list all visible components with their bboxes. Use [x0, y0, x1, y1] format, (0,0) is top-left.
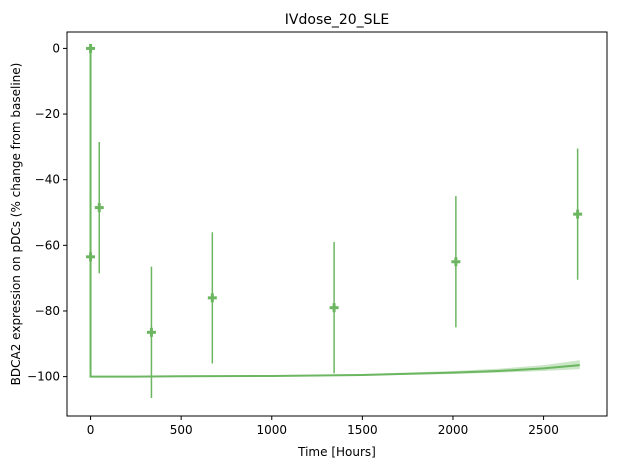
model-confidence-band [90, 48, 580, 377]
observed-point [86, 43, 96, 53]
y-tick-label: −40 [35, 173, 60, 187]
plot-area [86, 43, 583, 398]
observed-point [94, 141, 104, 274]
x-tick-label: 500 [170, 423, 193, 437]
y-tick-label: 0 [52, 41, 60, 55]
x-tick-label: 2500 [528, 423, 559, 437]
observed-point [451, 196, 461, 328]
observed-point [207, 232, 217, 364]
y-tick-label: −80 [35, 304, 60, 318]
observed-point [573, 148, 583, 280]
x-axis-label: Time [Hours] [297, 445, 376, 459]
observed-point [146, 266, 156, 398]
y-axis: 0 −20 −40 −60 −80 −100 [27, 41, 67, 384]
x-tick-label: 0 [87, 423, 95, 437]
plot-frame [66, 31, 608, 417]
y-tick-label: −20 [35, 107, 60, 121]
y-tick-label: −60 [35, 238, 60, 252]
observed-point [329, 242, 339, 374]
x-axis: 0 500 1000 1500 2000 2500 [87, 416, 559, 437]
x-tick-label: 1500 [347, 423, 378, 437]
x-tick-label: 2000 [438, 423, 469, 437]
x-tick-label: 1000 [256, 423, 287, 437]
model-line [89, 48, 580, 378]
y-axis-label: BDCA2 expression on pDCs (% change from … [9, 63, 23, 386]
chart-title: IVdose_20_SLE [285, 12, 389, 28]
y-tick-label: −100 [27, 370, 60, 384]
observed-point [86, 191, 96, 323]
